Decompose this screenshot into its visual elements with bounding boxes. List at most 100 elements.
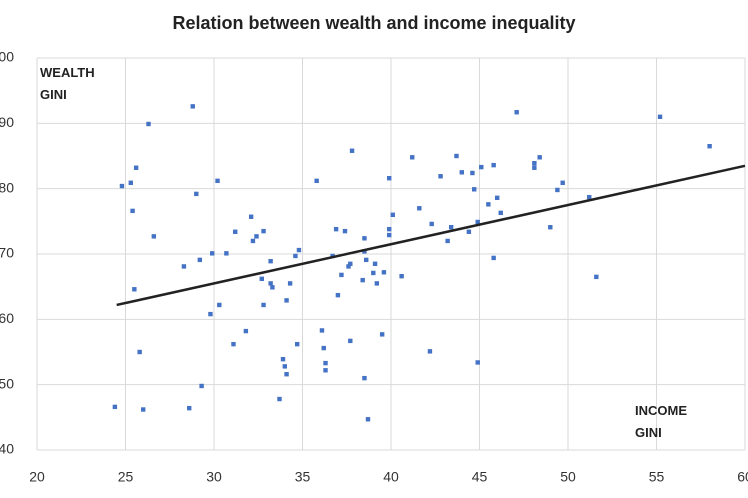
point (314, 178, 319, 184)
y-axis-label: WEALTH GINI (40, 65, 95, 102)
point (362, 249, 367, 254)
point (197, 257, 203, 263)
point (261, 228, 266, 234)
point (399, 274, 404, 279)
x-tick-label: 55 (649, 469, 665, 485)
point (470, 170, 475, 176)
point (280, 356, 286, 362)
point (128, 180, 134, 185)
point (466, 229, 472, 234)
point (208, 311, 213, 317)
point (387, 176, 392, 181)
point (364, 257, 369, 263)
point (371, 270, 376, 276)
point (387, 226, 392, 232)
x-tick-label: 60 (737, 469, 748, 485)
point (362, 375, 367, 381)
y-tick-label: 80 (0, 179, 14, 195)
point (339, 272, 344, 278)
point (560, 180, 565, 185)
point (231, 341, 236, 347)
point (284, 298, 289, 303)
point (270, 285, 275, 290)
point (362, 236, 367, 241)
point (657, 114, 663, 119)
point (374, 281, 380, 286)
point (390, 212, 395, 217)
point (287, 281, 293, 286)
point (348, 261, 353, 266)
point (296, 247, 302, 253)
y-tick-label: 100 (0, 49, 14, 65)
point (459, 170, 464, 175)
point (217, 302, 222, 308)
point (141, 407, 146, 412)
point (335, 292, 341, 298)
point (268, 281, 273, 286)
y-tick-label: 60 (0, 310, 14, 326)
x-tick-label: 25 (118, 469, 134, 485)
point (498, 210, 503, 216)
point (486, 202, 491, 207)
x-tick-label: 45 (472, 469, 488, 485)
point (479, 164, 484, 170)
point (130, 208, 135, 214)
point (475, 219, 480, 225)
point (445, 238, 450, 244)
point (555, 187, 560, 193)
x-tick-label: 50 (560, 469, 576, 485)
point (438, 174, 443, 179)
point (372, 261, 378, 266)
point (261, 302, 266, 308)
point (548, 225, 553, 230)
point (187, 405, 192, 411)
point (427, 349, 433, 354)
y-tick-label: 50 (0, 375, 14, 391)
point (282, 364, 287, 369)
point (333, 226, 339, 232)
point (194, 191, 199, 197)
y-tick-label: 70 (0, 245, 14, 261)
point (284, 372, 289, 377)
point (323, 360, 328, 366)
point (379, 332, 385, 337)
point (429, 221, 434, 227)
point (587, 194, 592, 200)
point (294, 341, 300, 347)
point (137, 349, 142, 355)
x-tick-label: 30 (206, 469, 222, 485)
point (537, 155, 542, 160)
point (215, 178, 220, 184)
point (346, 264, 351, 269)
point (360, 277, 365, 283)
point (199, 383, 204, 389)
point (321, 345, 326, 351)
point (132, 287, 137, 292)
point (210, 251, 215, 256)
point (454, 153, 459, 159)
point (349, 148, 355, 153)
point (112, 404, 118, 410)
y-tick-label: 90 (0, 114, 14, 130)
point (707, 144, 712, 149)
point (495, 195, 500, 201)
point (119, 183, 125, 189)
point (491, 162, 496, 168)
point (277, 396, 282, 402)
point (532, 165, 537, 170)
point (151, 234, 157, 239)
point (248, 214, 254, 219)
point (259, 276, 264, 282)
y-tick-label: 40 (0, 441, 14, 457)
x-tick-label: 35 (295, 469, 311, 485)
point (594, 274, 599, 280)
point (348, 338, 353, 344)
point (323, 368, 328, 373)
chart-title: Relation between wealth and income inequ… (172, 13, 575, 33)
point (417, 206, 422, 211)
point (224, 251, 229, 256)
point (365, 417, 371, 422)
point (491, 255, 496, 261)
